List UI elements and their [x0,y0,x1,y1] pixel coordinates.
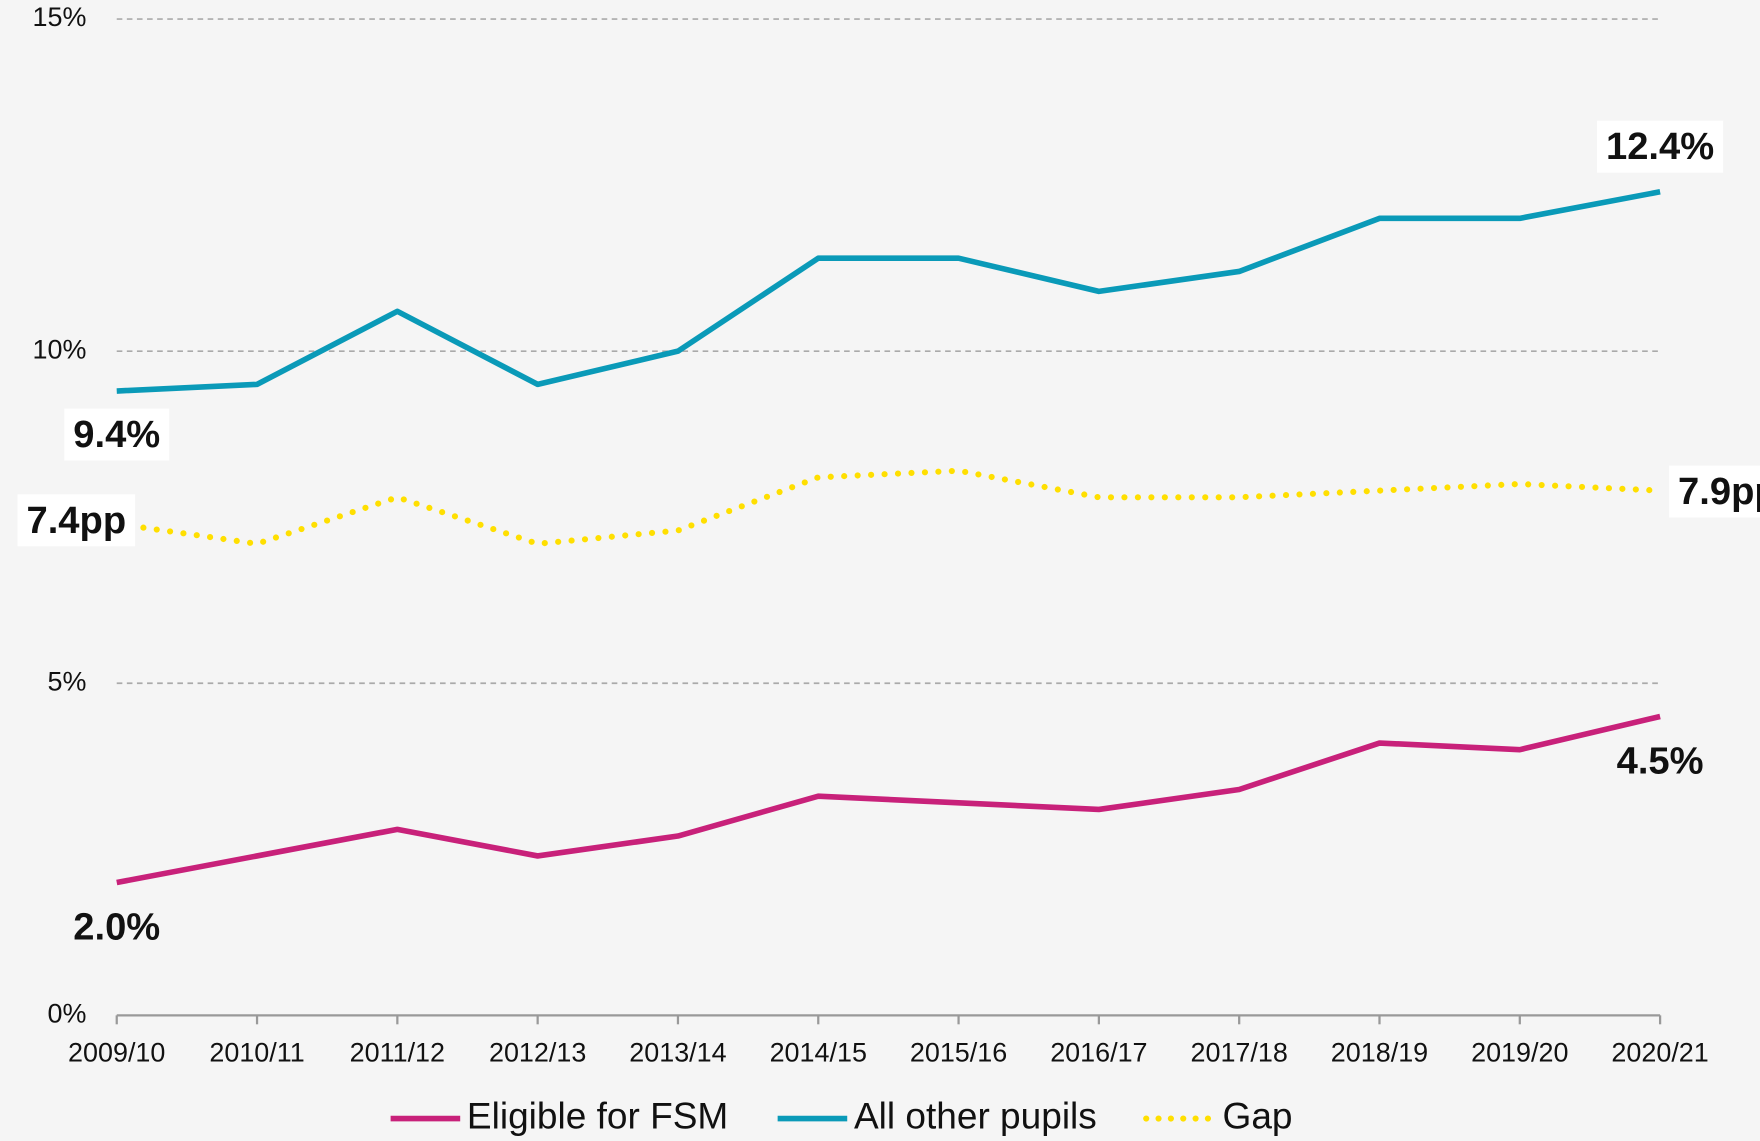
x-tick-label: 2017/18 [1191,1038,1288,1068]
y-tick-label: 10% [33,334,87,364]
y-tick-label: 5% [47,666,86,696]
legend: Eligible for FSM All other pupils Gap [390,1094,1293,1136]
x-tick-label: 2015/16 [910,1038,1007,1068]
y-tick-label: 0% [47,998,86,1028]
x-tick-label: 2009/10 [68,1038,165,1068]
x-tick-label: 2012/13 [489,1038,586,1068]
label-box [1597,120,1724,173]
x-tick-label: 2010/11 [209,1038,304,1068]
x-tick-label: 2013/14 [629,1038,726,1068]
data-label: 12.4% [1606,125,1714,168]
x-tick-label: 2020/21 [1611,1038,1708,1068]
data-label: 4.5% [1617,740,1704,783]
data-label-group: 2.0% [73,906,160,949]
x-tick-label: 2019/20 [1471,1038,1568,1068]
series-line [113,467,1664,547]
y-tick-label: 15% [33,2,87,32]
legend-label: Gap [1223,1094,1293,1136]
data-label: 7.4pp [27,499,127,542]
legend-label: All other pupils [854,1094,1097,1136]
x-tick-label: 2018/19 [1331,1038,1428,1068]
data-label: 9.4% [73,413,160,456]
series-line [116,189,1661,394]
data-label-group: 12.4% [1597,120,1724,173]
legend-label: Eligible for FSM [467,1094,728,1136]
data-label-group: 7.4pp [17,494,136,547]
x-tick-label: 2014/15 [770,1038,867,1068]
x-tick-label: 2011/12 [350,1038,445,1068]
label-box [1669,465,1760,518]
data-label: 2.0% [73,906,160,949]
data-label-group: 9.4% [64,408,170,461]
data-label: 7.9pp [1678,470,1760,513]
data-label-group: 7.9pp [1669,465,1760,518]
data-label-group: 4.5% [1617,740,1704,783]
label-box [64,408,170,461]
series-line [116,713,1661,886]
label-box [17,494,136,547]
x-tick-label: 2016/17 [1050,1038,1147,1068]
